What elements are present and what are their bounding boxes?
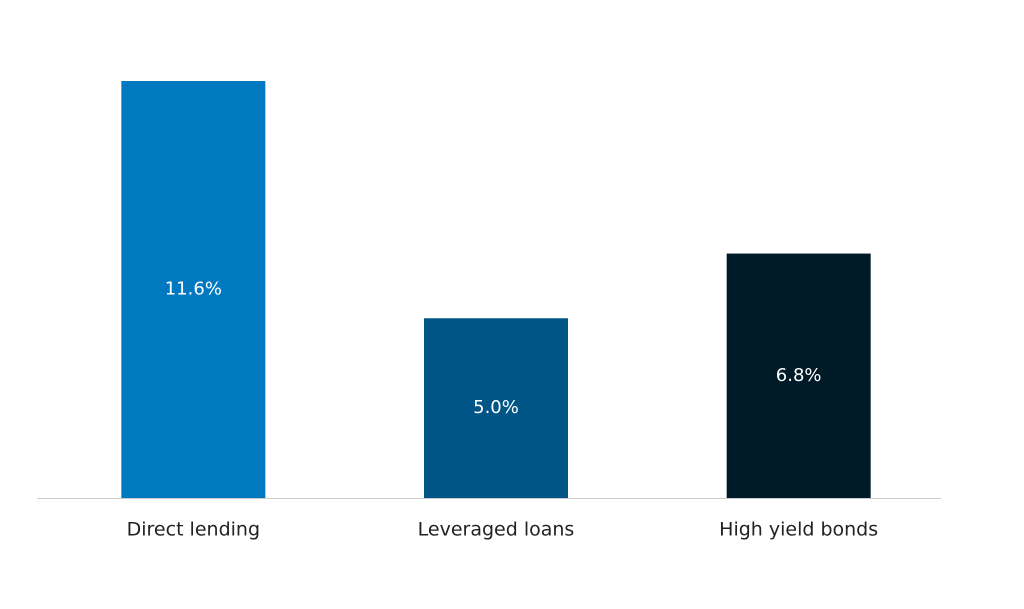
bar	[726, 253, 871, 498]
value-label: 5.0%	[473, 397, 519, 418]
x-tick-label: Direct lending	[127, 519, 260, 541]
bar	[424, 318, 568, 498]
value-label: 6.8%	[776, 365, 822, 386]
value-label: 11.6%	[165, 279, 222, 300]
x-tick-label: High yield bonds	[719, 519, 878, 541]
bar	[121, 81, 266, 498]
x-tick-label: Leveraged loans	[418, 519, 575, 541]
